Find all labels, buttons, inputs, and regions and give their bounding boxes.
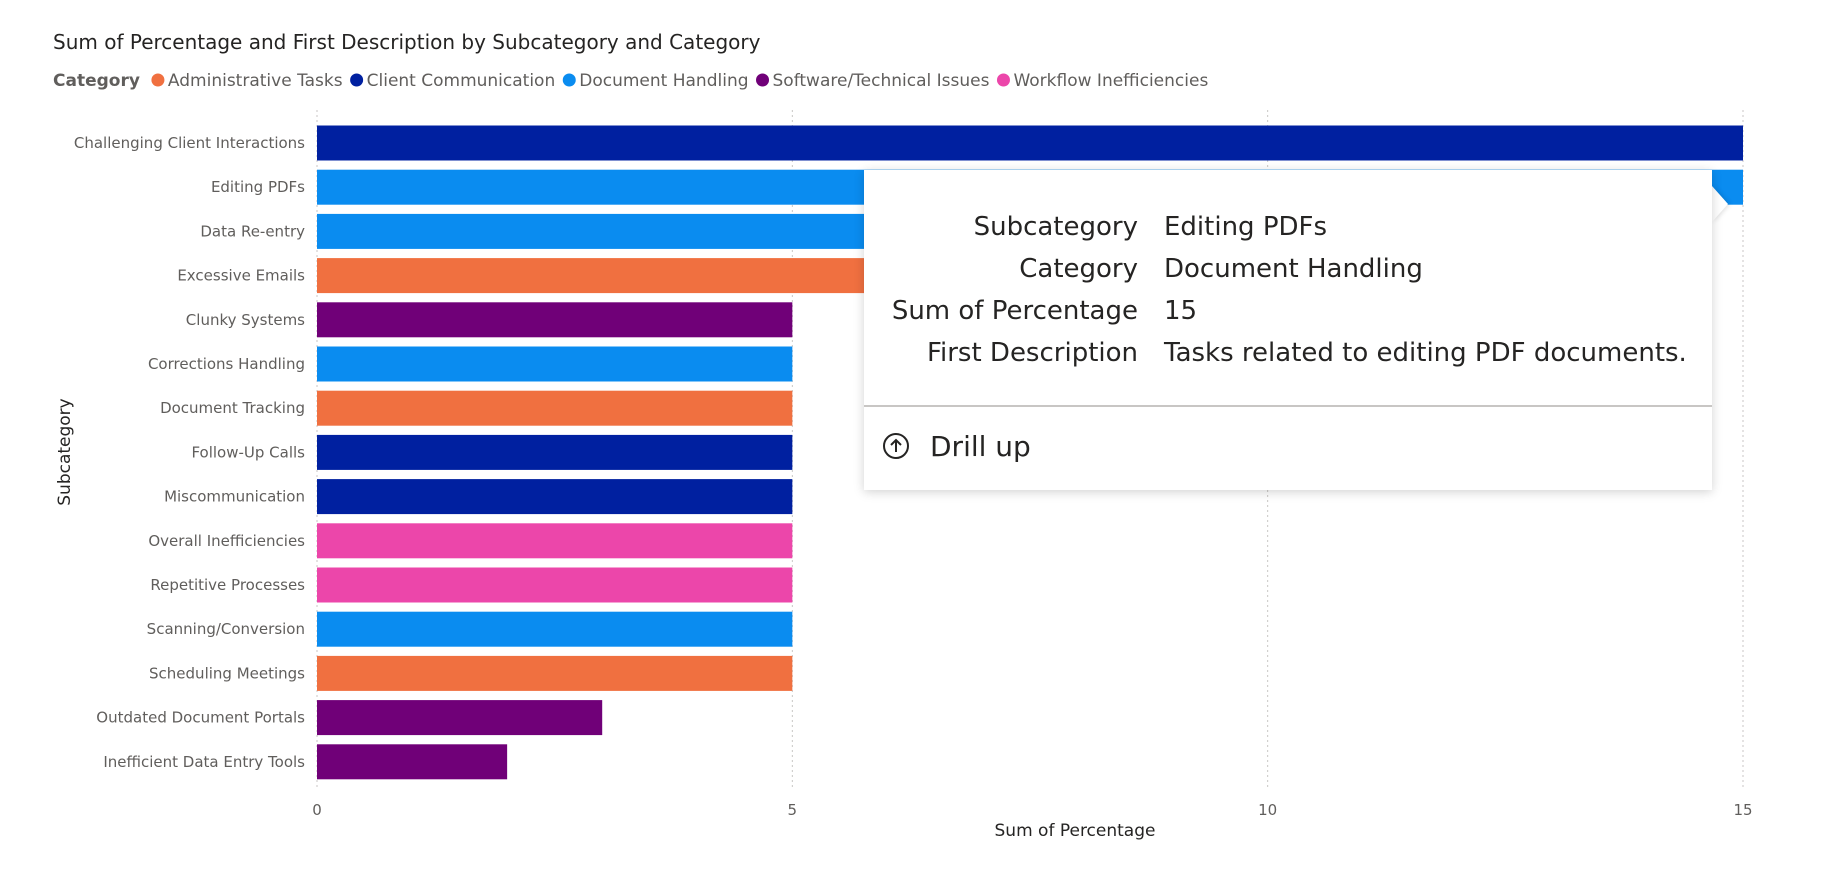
y-axis-title: Subcategory xyxy=(55,398,75,506)
legend-marker xyxy=(562,73,576,87)
tooltip-key: Category xyxy=(1019,254,1138,284)
bar[interactable] xyxy=(317,390,793,426)
legend-entry[interactable]: Administrative Tasks xyxy=(168,71,343,91)
tooltip: Subcategory Editing PDFs Category Docume… xyxy=(864,170,1712,490)
tooltip-rows: Subcategory Editing PDFs Category Docume… xyxy=(864,206,1712,374)
drill-up-label: Drill up xyxy=(930,429,1031,463)
bar[interactable] xyxy=(317,479,793,515)
legend: Category Administrative Tasks Client Commu… xyxy=(53,71,1208,91)
y-category-label: Data Re-entry xyxy=(200,222,305,240)
y-category-label: Outdated Document Portals xyxy=(96,709,305,727)
legend-marker xyxy=(996,73,1010,87)
y-category-label: Editing PDFs xyxy=(211,178,305,196)
tooltip-row-sum: Sum of Percentage 15 xyxy=(864,290,1712,332)
legend-marker xyxy=(151,73,165,87)
y-category-label: Challenging Client Interactions xyxy=(74,134,305,152)
tooltip-pointer xyxy=(1712,186,1728,222)
category-axis-labels: Challenging Client Interactions Editing P… xyxy=(74,134,305,771)
y-category-label: Inefficient Data Entry Tools xyxy=(103,753,305,771)
legend-entry[interactable]: Software/Technical Issues xyxy=(773,71,990,91)
x-tick-label: 0 xyxy=(312,801,322,819)
bar[interactable] xyxy=(317,302,793,338)
value-axis-ticks: 0 5 10 15 xyxy=(312,801,1752,819)
bar[interactable] xyxy=(317,655,793,691)
y-category-label: Excessive Emails xyxy=(177,267,305,285)
tooltip-value: Document Handling xyxy=(1164,254,1423,284)
tooltip-value: 15 xyxy=(1164,296,1198,326)
bar[interactable] xyxy=(317,523,793,559)
legend-entry[interactable]: Workflow Inefficiencies xyxy=(1013,71,1208,91)
bar[interactable] xyxy=(317,611,793,647)
x-tick-label: 10 xyxy=(1258,801,1277,819)
tooltip-row-category: Category Document Handling xyxy=(864,248,1712,290)
bar[interactable] xyxy=(317,567,793,603)
tooltip-row-description: First Description Tasks related to editi… xyxy=(864,332,1712,374)
y-category-label: Scanning/Conversion xyxy=(147,620,305,638)
y-category-label: Corrections Handling xyxy=(148,355,305,373)
y-category-label: Follow-Up Calls xyxy=(191,443,305,461)
y-category-label: Repetitive Processes xyxy=(150,576,305,594)
y-category-label: Scheduling Meetings xyxy=(149,664,305,682)
tooltip-key: Subcategory xyxy=(973,212,1138,242)
bar[interactable] xyxy=(317,125,1743,161)
y-category-label: Clunky Systems xyxy=(186,311,305,329)
bar[interactable] xyxy=(317,700,603,736)
bar[interactable] xyxy=(317,346,793,382)
y-category-label: Overall Inefficiencies xyxy=(148,532,305,550)
tooltip-value: Editing PDFs xyxy=(1164,212,1328,242)
bar[interactable] xyxy=(317,744,508,780)
tooltip-row-subcategory: Subcategory Editing PDFs xyxy=(864,206,1712,248)
legend-entry[interactable]: Document Handling xyxy=(579,71,748,91)
y-category-label: Miscommunication xyxy=(164,488,305,506)
tooltip-key: Sum of Percentage xyxy=(891,296,1138,326)
legend-title: Category xyxy=(53,71,140,91)
drill-up-button[interactable]: Drill up xyxy=(882,422,1031,470)
legend-entry[interactable]: Client Communication xyxy=(367,71,556,91)
tooltip-key: First Description xyxy=(926,338,1138,368)
tooltip-divider xyxy=(864,405,1712,407)
legend-marker xyxy=(756,73,770,87)
tooltip-value: Tasks related to editing PDF documents. xyxy=(1164,338,1687,368)
x-tick-label: 5 xyxy=(788,801,798,819)
x-tick-label: 15 xyxy=(1733,801,1752,819)
chart-title: Sum of Percentage and First Description … xyxy=(53,30,761,54)
x-axis-title: Sum of Percentage xyxy=(995,821,1156,841)
legend-marker xyxy=(350,73,364,87)
y-category-label: Document Tracking xyxy=(160,399,305,417)
bar[interactable] xyxy=(317,434,793,470)
arrow-up-circle-icon xyxy=(883,433,909,459)
